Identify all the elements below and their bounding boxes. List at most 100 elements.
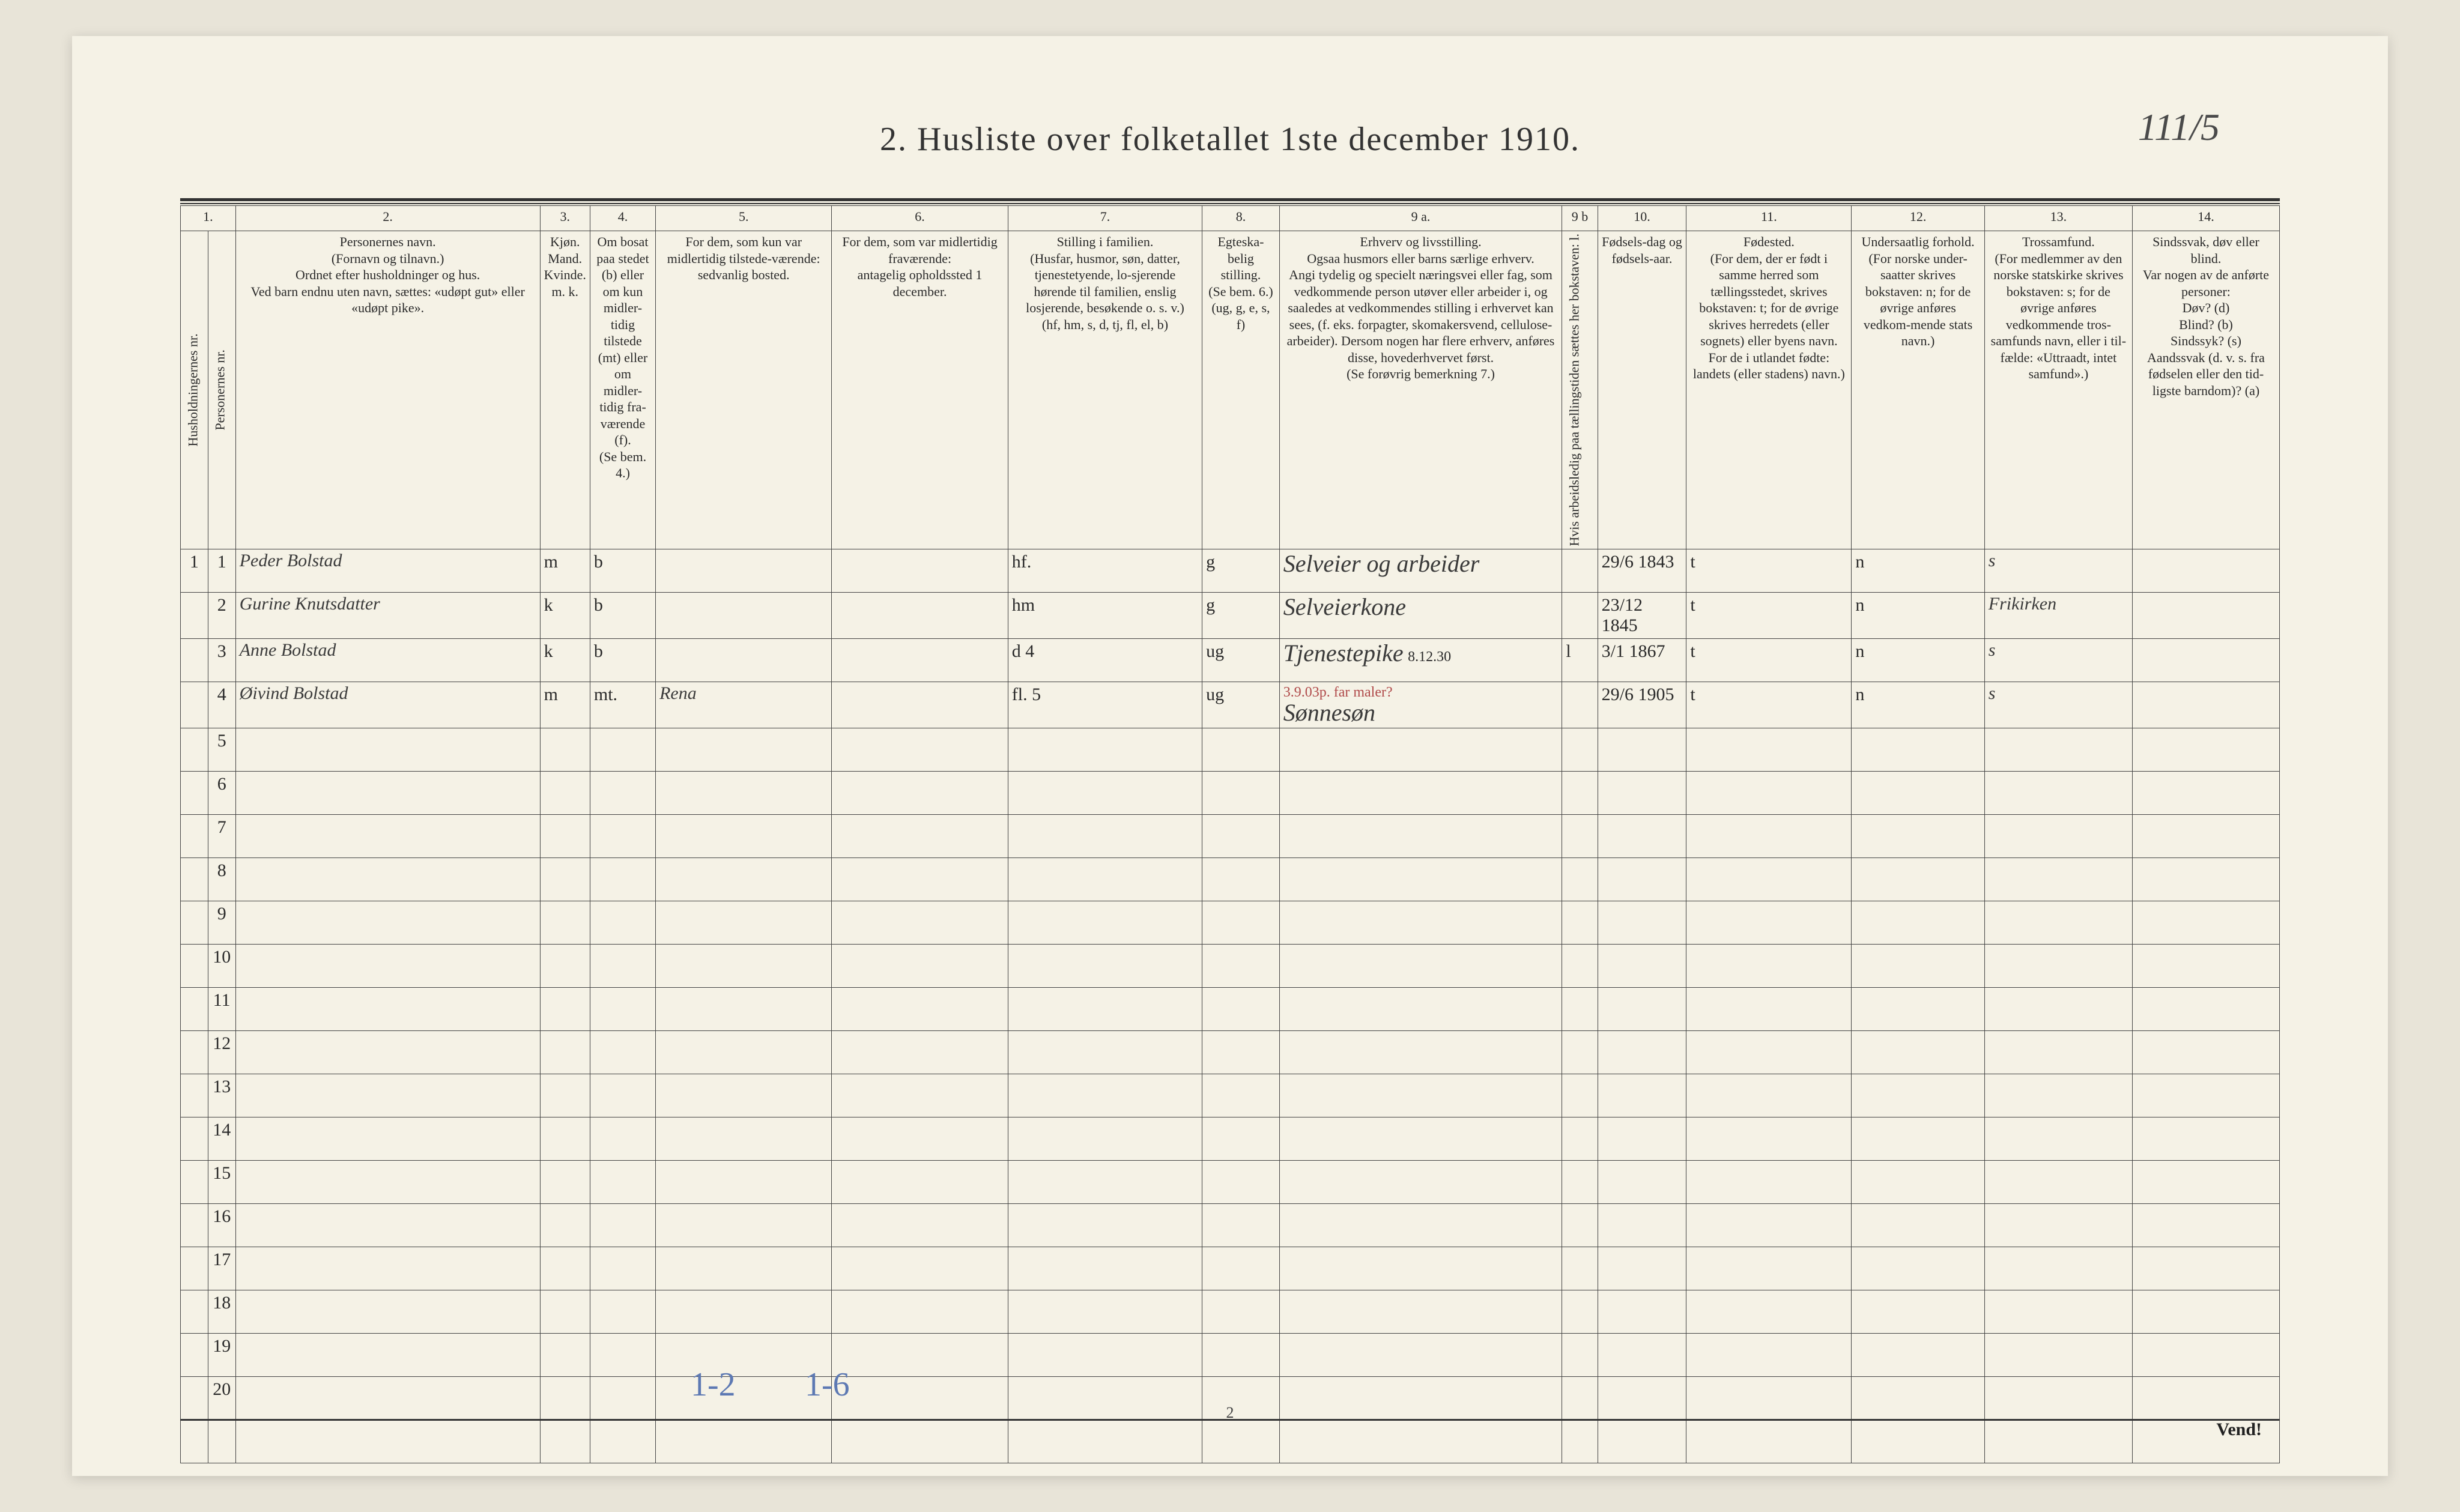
cell-blank bbox=[832, 1160, 1008, 1203]
sep-cell bbox=[208, 1420, 235, 1463]
cell-blank bbox=[540, 1203, 590, 1247]
cell-blank bbox=[235, 857, 540, 901]
cell-name: Peder Bolstad bbox=[235, 549, 540, 592]
cell-blank bbox=[1852, 1030, 1984, 1074]
cell-blank bbox=[1852, 814, 1984, 857]
blue-pencil-note-b: 1-6 bbox=[805, 1365, 850, 1404]
cell-blank bbox=[235, 944, 540, 987]
cell-blank bbox=[590, 728, 655, 771]
census-body: 11Peder Bolstadmbhf.gSelveier og arbeide… bbox=[181, 549, 2280, 1463]
cell-name: Anne Bolstad bbox=[235, 638, 540, 682]
footer-page-number: 2 bbox=[72, 1404, 2388, 1422]
cell-person-nr: 7 bbox=[208, 814, 235, 857]
cell-disability bbox=[2132, 682, 2279, 728]
table-row-blank: 13 bbox=[181, 1074, 2280, 1117]
sep-cell bbox=[540, 1420, 590, 1463]
cell-blank bbox=[656, 857, 832, 901]
cell-blank bbox=[1852, 1203, 1984, 1247]
cell-blank bbox=[1852, 771, 1984, 814]
cell-person-nr: 19 bbox=[208, 1333, 235, 1376]
hdr-birthdate: Fødsels-dag og fødsels-aar. bbox=[1598, 231, 1686, 549]
cell-blank bbox=[1686, 1247, 1852, 1290]
cell-blank bbox=[235, 1117, 540, 1160]
cell-blank bbox=[1008, 901, 1202, 944]
cell-person-nr: 3 bbox=[208, 638, 235, 682]
cell-blank bbox=[1852, 1247, 1984, 1290]
cell-blank bbox=[1598, 1030, 1686, 1074]
cell-person-nr: 16 bbox=[208, 1203, 235, 1247]
cell-nationality: n bbox=[1852, 638, 1984, 682]
cell-blank bbox=[1852, 901, 1984, 944]
cell-blank bbox=[656, 1160, 832, 1203]
cell-unemployed bbox=[1562, 549, 1598, 592]
cell-blank bbox=[1279, 1074, 1562, 1117]
cell-blank bbox=[540, 857, 590, 901]
cell-blank bbox=[235, 1203, 540, 1247]
cell-blank bbox=[1562, 1290, 1598, 1333]
cell-blank bbox=[235, 1290, 540, 1333]
cell-person-nr: 2 bbox=[208, 592, 235, 638]
table-row-blank: 14 bbox=[181, 1117, 2280, 1160]
cell-blank bbox=[1852, 728, 1984, 771]
cell-blank bbox=[1686, 1117, 1852, 1160]
cell-blank bbox=[1984, 814, 2132, 857]
cell-blank bbox=[235, 1160, 540, 1203]
cell-person-nr: 18 bbox=[208, 1290, 235, 1333]
top-rule-heavy bbox=[180, 198, 2280, 201]
hdr-religion: Trossamfund. (For medlemmer av den norsk… bbox=[1984, 231, 2132, 549]
sep-cell bbox=[1562, 1420, 1598, 1463]
cell-person-nr: 1 bbox=[208, 549, 235, 592]
cell-blank bbox=[235, 728, 540, 771]
cell-blank bbox=[1202, 728, 1280, 771]
cell-birthplace: t bbox=[1686, 638, 1852, 682]
cell-blank bbox=[832, 1333, 1008, 1376]
cell-blank bbox=[1008, 944, 1202, 987]
hdr-temp-absent: For dem, som var midlertidig fraværende:… bbox=[832, 231, 1008, 549]
cell-family-position: fl. 5 bbox=[1008, 682, 1202, 728]
table-row-blank: 9 bbox=[181, 901, 2280, 944]
cell-blank bbox=[1279, 1247, 1562, 1290]
page-title: 2. Husliste over folketallet 1ste decemb… bbox=[72, 120, 2388, 159]
colnum-8: 8. bbox=[1202, 206, 1280, 231]
cell-blank bbox=[2132, 1074, 2279, 1117]
cell-household-nr bbox=[181, 1333, 208, 1376]
cell-household-nr bbox=[181, 638, 208, 682]
cell-blank bbox=[1202, 1203, 1280, 1247]
cell-blank bbox=[832, 1203, 1008, 1247]
cell-blank bbox=[832, 857, 1008, 901]
cell-blank bbox=[1984, 1074, 2132, 1117]
cell-blank bbox=[1008, 814, 1202, 857]
cell-residence: b bbox=[590, 638, 655, 682]
cell-blank bbox=[1984, 1117, 2132, 1160]
cell-blank bbox=[656, 1117, 832, 1160]
cell-blank bbox=[1598, 1203, 1686, 1247]
hdr-person-nr: Personernes nr. bbox=[208, 231, 235, 549]
cell-household-nr bbox=[181, 814, 208, 857]
cell-nationality: n bbox=[1852, 592, 1984, 638]
cell-blank bbox=[2132, 857, 2279, 901]
cell-blank bbox=[1852, 1074, 1984, 1117]
cell-blank bbox=[1984, 1030, 2132, 1074]
sep-cell bbox=[1279, 1420, 1562, 1463]
cell-birthdate: 3/1 1867 bbox=[1598, 638, 1686, 682]
cell-blank bbox=[1686, 1290, 1852, 1333]
cell-blank bbox=[1279, 1333, 1562, 1376]
cell-blank bbox=[656, 944, 832, 987]
cell-blank bbox=[1562, 814, 1598, 857]
cell-blank bbox=[1202, 771, 1280, 814]
cell-unemployed: l bbox=[1562, 638, 1598, 682]
cell-blank bbox=[1984, 857, 2132, 901]
cell-blank bbox=[1598, 771, 1686, 814]
cell-blank bbox=[1202, 901, 1280, 944]
header-row: Husholdningernes nr. Personernes nr. Per… bbox=[181, 231, 2280, 549]
cell-blank bbox=[1202, 1117, 1280, 1160]
cell-household-nr bbox=[181, 857, 208, 901]
cell-blank bbox=[1686, 1333, 1852, 1376]
cell-blank bbox=[1279, 901, 1562, 944]
cell-blank bbox=[1562, 987, 1598, 1030]
cell-blank bbox=[2132, 1333, 2279, 1376]
cell-family-position: d 4 bbox=[1008, 638, 1202, 682]
table-row-blank: 8 bbox=[181, 857, 2280, 901]
cell-blank bbox=[832, 1117, 1008, 1160]
table-bottom-separator bbox=[181, 1420, 2280, 1463]
